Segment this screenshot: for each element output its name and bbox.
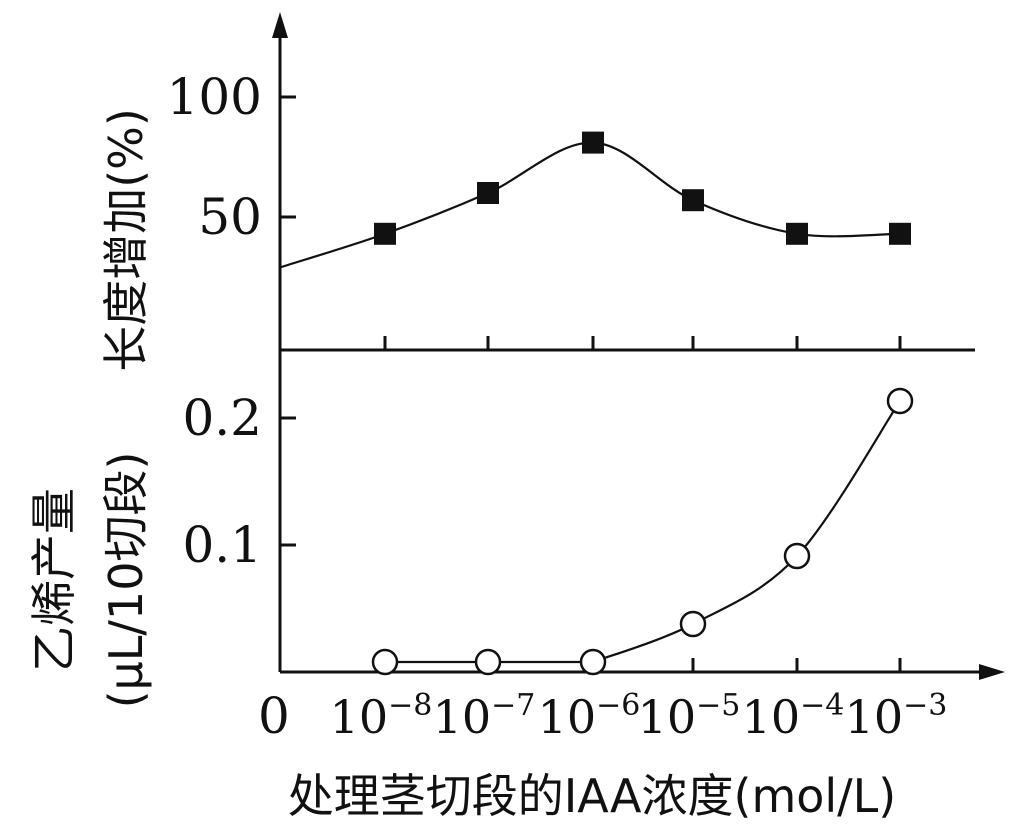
x-origin-label: 0 bbox=[258, 687, 290, 745]
ethylene-point bbox=[579, 648, 607, 676]
growth-point bbox=[682, 189, 704, 212]
ethylene-point bbox=[474, 648, 502, 676]
ethylene-point bbox=[783, 542, 811, 570]
bottom-ylabel-group: 乙烯产量 bbox=[27, 488, 81, 672]
y-axis-arrow bbox=[272, 12, 288, 38]
growth-curve bbox=[279, 141, 901, 269]
y-tick-label-top: 50 bbox=[198, 188, 262, 246]
growth-point bbox=[889, 222, 911, 245]
x-axis-arrow bbox=[979, 664, 1005, 680]
x-tick-label: 10−5 bbox=[638, 688, 741, 744]
chart-marks: 10−8 10−7 10−610−5 10−4 10−3 50 100 0.1 0.2 bbox=[167, 68, 948, 744]
x-tick-label: 10−3 bbox=[845, 688, 948, 744]
y-tick-label-bottom: 0.1 bbox=[182, 516, 262, 574]
x-axis-label: 处理茎切段的IAA浓度(mol/L) bbox=[288, 769, 897, 823]
y-tick-label-bottom: 0.2 bbox=[182, 389, 262, 447]
top-ylabel: 长度增加(%) bbox=[99, 108, 153, 372]
ethylene-point bbox=[371, 648, 399, 676]
x-tick-label: 10−8 bbox=[330, 688, 433, 744]
x-tick-label: 10−6 bbox=[538, 688, 641, 744]
growth-point bbox=[582, 131, 604, 154]
bottom-ylabel-unit-group: (μL/10切段) bbox=[99, 452, 153, 709]
growth-point bbox=[477, 182, 499, 204]
x-tick-label: 10−7 bbox=[433, 688, 536, 744]
y-tick-label-top: 100 bbox=[167, 68, 262, 126]
top-ylabel-group: 长度增加(%) bbox=[99, 108, 153, 372]
growth-point bbox=[786, 222, 808, 245]
ethylene-curve-rise bbox=[592, 400, 901, 664]
bottom-ylabel: 乙烯产量 bbox=[27, 488, 81, 672]
bottom-ylabel-unit: (μL/10切段) bbox=[99, 452, 153, 709]
ethylene-point bbox=[886, 387, 914, 415]
ethylene-point bbox=[679, 610, 707, 638]
x-tick-label: 10−4 bbox=[742, 688, 845, 744]
growth-point bbox=[374, 222, 396, 245]
